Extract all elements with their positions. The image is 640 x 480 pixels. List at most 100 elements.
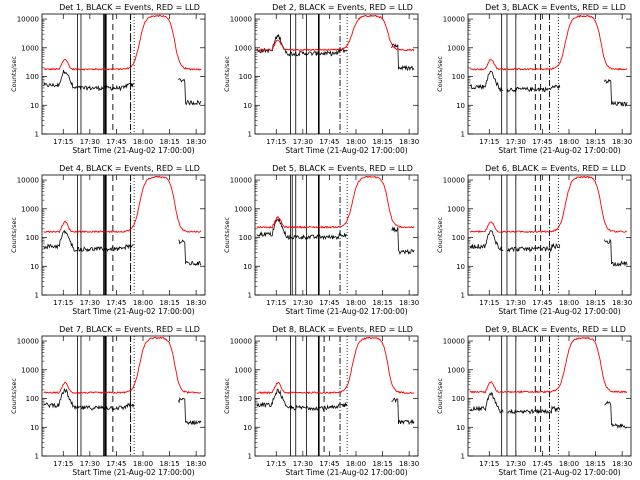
x-tick-label: 17:15 (53, 299, 73, 307)
y-axis-label: Counts/sec (436, 378, 444, 414)
detector-panel-9: Det 9, BLACK = Events, RED = LLD 1 10 100 10… (436, 325, 632, 477)
x-tick-label: 17:45 (319, 138, 339, 146)
y-tick-label: 10 (30, 424, 39, 432)
x-tick-label: 18:00 (559, 460, 579, 468)
x-tick-label: 18:15 (372, 460, 392, 468)
plot-frame (254, 13, 419, 135)
y-tick-label: 1 (35, 131, 39, 139)
x-axis-label: Start Time (21-Aug-02 17:00:00) (72, 307, 194, 316)
y-axis-label: Counts/sec (436, 217, 444, 253)
x-tick-label: 18:15 (585, 138, 605, 146)
y-tick-label: 10000 (443, 177, 465, 185)
y-tick-label: 100 (26, 395, 39, 403)
x-tick-label: 17:45 (532, 460, 552, 468)
y-tick-label: 10000 (443, 16, 465, 24)
x-tick-label: 17:30 (506, 138, 526, 146)
x-tick-label: 18:00 (559, 299, 579, 307)
x-axis-label: Start Time (21-Aug-02 17:00:00) (498, 468, 620, 477)
y-tick-label: 10000 (17, 177, 39, 185)
x-tick-label: 18:15 (159, 138, 179, 146)
y-tick-label: 1 (248, 292, 252, 300)
series-events-line (256, 217, 415, 255)
x-axis-label: Start Time (21-Aug-02 17:00:00) (285, 468, 407, 477)
x-tick-label: 18:00 (346, 460, 366, 468)
x-tick-label: 17:30 (506, 460, 526, 468)
y-tick-label: 1 (248, 453, 252, 461)
x-tick-label: 18:15 (372, 138, 392, 146)
series-events-line (43, 69, 202, 106)
y-tick-label: 10 (30, 102, 39, 110)
x-tick-label: 18:15 (159, 299, 179, 307)
plot-frame (41, 13, 206, 135)
x-tick-label: 18:30 (612, 299, 632, 307)
x-tick-label: 17:45 (106, 138, 126, 146)
y-tick-label: 10000 (17, 338, 39, 346)
y-tick-label: 10 (243, 102, 252, 110)
series-lld-line (469, 14, 628, 71)
x-axis-label: Start Time (21-Aug-02 17:00:00) (72, 146, 194, 155)
y-tick-label: 1000 (234, 44, 252, 52)
x-tick-label: 18:30 (186, 299, 206, 307)
panel-title: Det 1, BLACK = Events, RED = LLD (59, 3, 200, 12)
y-tick-label: 1 (35, 453, 39, 461)
x-tick-label: 18:00 (133, 138, 153, 146)
x-tick-label: 17:30 (293, 299, 313, 307)
detector-panel-6: Det 6, BLACK = Events, RED = LLD 1 10 100 10… (436, 164, 632, 316)
y-tick-label: 1000 (447, 44, 465, 52)
x-axis-label: Start Time (21-Aug-02 17:00:00) (285, 146, 407, 155)
x-axis-label: Start Time (21-Aug-02 17:00:00) (498, 146, 620, 155)
y-axis-label: Counts/sec (436, 56, 444, 92)
y-tick-label: 100 (452, 395, 465, 403)
x-tick-label: 18:00 (559, 138, 579, 146)
series-events-line (43, 229, 202, 266)
detector-panel-7: Det 7, BLACK = Events, RED = LLD 1 10 100 10… (10, 325, 206, 477)
series-events-line (469, 70, 628, 108)
x-tick-label: 18:30 (186, 138, 206, 146)
y-tick-label: 1000 (21, 366, 39, 374)
plot-frame (254, 174, 419, 296)
x-tick-label: 17:15 (266, 138, 286, 146)
y-tick-label: 1000 (21, 44, 39, 52)
x-tick-label: 17:15 (479, 299, 499, 307)
x-axis-label: Start Time (21-Aug-02 17:00:00) (498, 307, 620, 316)
panel-title: Det 5, BLACK = Events, RED = LLD (272, 164, 413, 173)
y-tick-label: 100 (239, 73, 252, 81)
y-axis-label: Counts/sec (223, 56, 231, 92)
plot-frame (254, 335, 419, 457)
x-axis-label: Start Time (21-Aug-02 17:00:00) (72, 468, 194, 477)
series-events-line (469, 391, 628, 430)
x-tick-label: 18:30 (612, 460, 632, 468)
y-tick-label: 10 (456, 424, 465, 432)
x-tick-label: 17:15 (53, 138, 73, 146)
panel-title: Det 2, BLACK = Events, RED = LLD (272, 3, 413, 12)
y-tick-label: 10000 (230, 338, 252, 346)
y-tick-label: 1000 (234, 366, 252, 374)
y-tick-label: 1000 (234, 205, 252, 213)
x-tick-label: 17:45 (106, 460, 126, 468)
x-tick-label: 17:15 (53, 460, 73, 468)
series-lld-line (256, 175, 415, 229)
series-lld-line (256, 336, 415, 395)
x-tick-label: 17:30 (80, 299, 100, 307)
y-axis-label: Counts/sec (223, 378, 231, 414)
y-tick-label: 100 (26, 73, 39, 81)
series-events-line (256, 388, 415, 426)
x-tick-label: 17:30 (506, 299, 526, 307)
y-tick-label: 10000 (17, 16, 39, 24)
x-tick-label: 18:30 (399, 460, 419, 468)
y-tick-label: 10 (456, 263, 465, 271)
y-tick-label: 1 (35, 292, 39, 300)
y-tick-label: 1 (461, 453, 465, 461)
series-lld-line (43, 336, 202, 395)
y-tick-label: 1 (248, 131, 252, 139)
plot-frame (41, 174, 206, 296)
x-tick-label: 18:00 (346, 299, 366, 307)
y-tick-label: 100 (452, 234, 465, 242)
x-tick-label: 18:30 (612, 138, 632, 146)
x-tick-label: 17:30 (293, 138, 313, 146)
y-tick-label: 10 (456, 102, 465, 110)
detector-panel-2: Det 2, BLACK = Events, RED = LLD 1 10 100 10… (223, 3, 419, 155)
detector-panel-8: Det 8, BLACK = Events, RED = LLD 1 10 100 10… (223, 325, 419, 477)
y-tick-label: 10 (243, 424, 252, 432)
x-tick-label: 18:15 (372, 299, 392, 307)
